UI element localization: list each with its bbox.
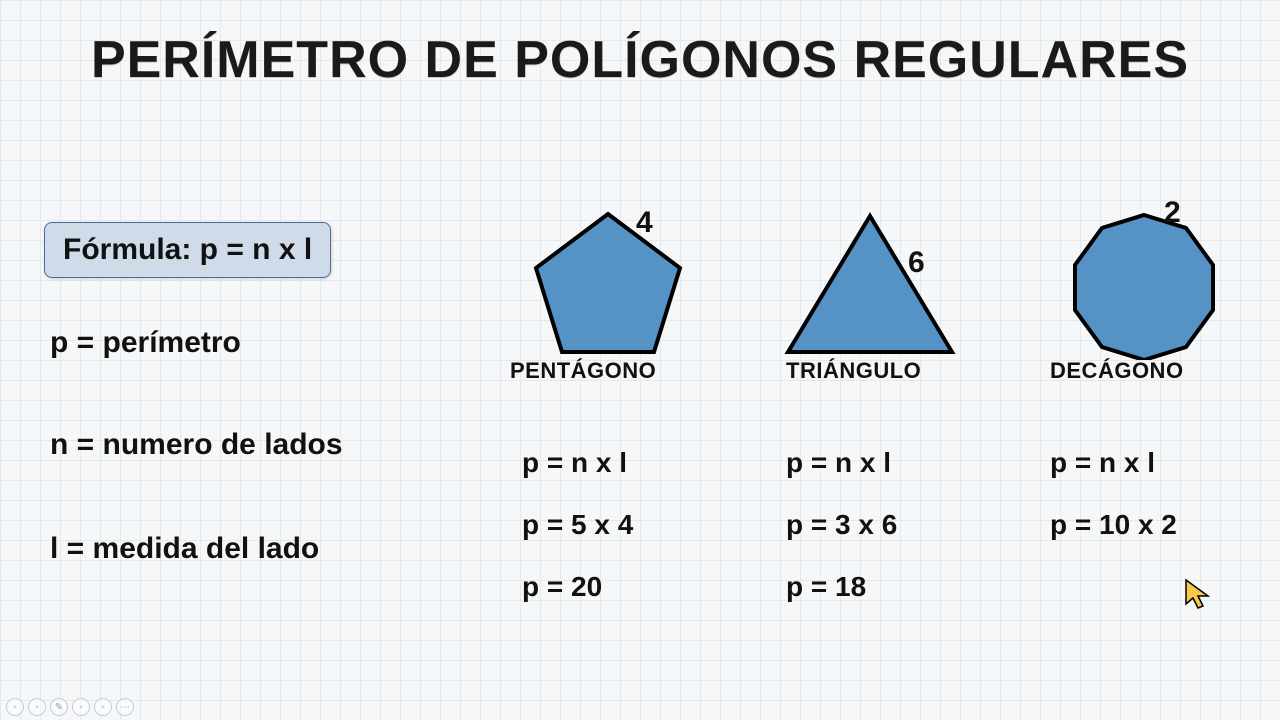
decagon-block xyxy=(1034,210,1254,360)
pentagon-side-label: 4 xyxy=(636,206,653,240)
toolbar-button[interactable]: ◦ xyxy=(6,698,24,716)
pentagon-calculation: p = n x l p = 5 x 4 p = 20 xyxy=(522,432,633,618)
toolbar-button[interactable]: ✎ xyxy=(50,698,68,716)
triangle-shape xyxy=(788,216,952,352)
triangle-block xyxy=(760,208,980,358)
decagon-name: DECÁGONO xyxy=(1050,358,1184,384)
calc-line: p = 5 x 4 xyxy=(522,494,633,556)
definition-p: p = perímetro xyxy=(50,326,241,360)
calc-line: p = n x l xyxy=(522,432,633,494)
page-title: PERÍMETRO DE POLÍGONOS REGULARES xyxy=(0,30,1280,90)
triangle-calculation: p = n x l p = 3 x 6 p = 18 xyxy=(786,432,897,618)
calc-line: p = n x l xyxy=(786,432,897,494)
calc-line: p = n x l xyxy=(1050,432,1177,494)
pentagon-name: PENTÁGONO xyxy=(510,358,656,384)
toolbar-button[interactable]: ◦ xyxy=(94,698,112,716)
decagon-calculation: p = n x l p = 10 x 2 xyxy=(1050,432,1177,556)
triangle-name: TRIÁNGULO xyxy=(786,358,921,384)
triangle-icon xyxy=(780,208,960,358)
toolbar-button[interactable]: ◦ xyxy=(28,698,46,716)
decagon-side-label: 2 xyxy=(1164,196,1181,230)
calc-line: p = 20 xyxy=(522,556,633,618)
toolbar-button[interactable]: ◦ xyxy=(72,698,90,716)
calc-line: p = 10 x 2 xyxy=(1050,494,1177,556)
pentagon-icon xyxy=(528,208,688,358)
presentation-toolbar: ◦ ◦ ✎ ◦ ◦ ⋯ xyxy=(6,698,134,716)
formula-box: Fórmula: p = n x l xyxy=(44,222,331,278)
decagon-icon xyxy=(1069,210,1219,360)
triangle-side-label: 6 xyxy=(908,246,925,280)
toolbar-button[interactable]: ⋯ xyxy=(116,698,134,716)
definition-l: l = medida del lado xyxy=(50,532,319,566)
pentagon-block xyxy=(498,208,718,358)
definition-n: n = numero de lados xyxy=(50,428,343,462)
calc-line: p = 18 xyxy=(786,556,897,618)
calc-line: p = 3 x 6 xyxy=(786,494,897,556)
cursor-icon xyxy=(1184,578,1212,610)
